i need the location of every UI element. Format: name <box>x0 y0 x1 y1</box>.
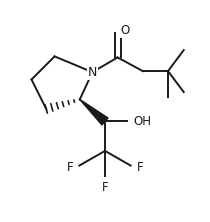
Text: N: N <box>88 66 97 79</box>
Text: F: F <box>67 161 74 174</box>
Text: O: O <box>121 24 130 37</box>
Text: F: F <box>102 181 108 194</box>
Text: OH: OH <box>133 115 151 128</box>
Text: F: F <box>136 161 143 174</box>
Polygon shape <box>80 99 108 125</box>
